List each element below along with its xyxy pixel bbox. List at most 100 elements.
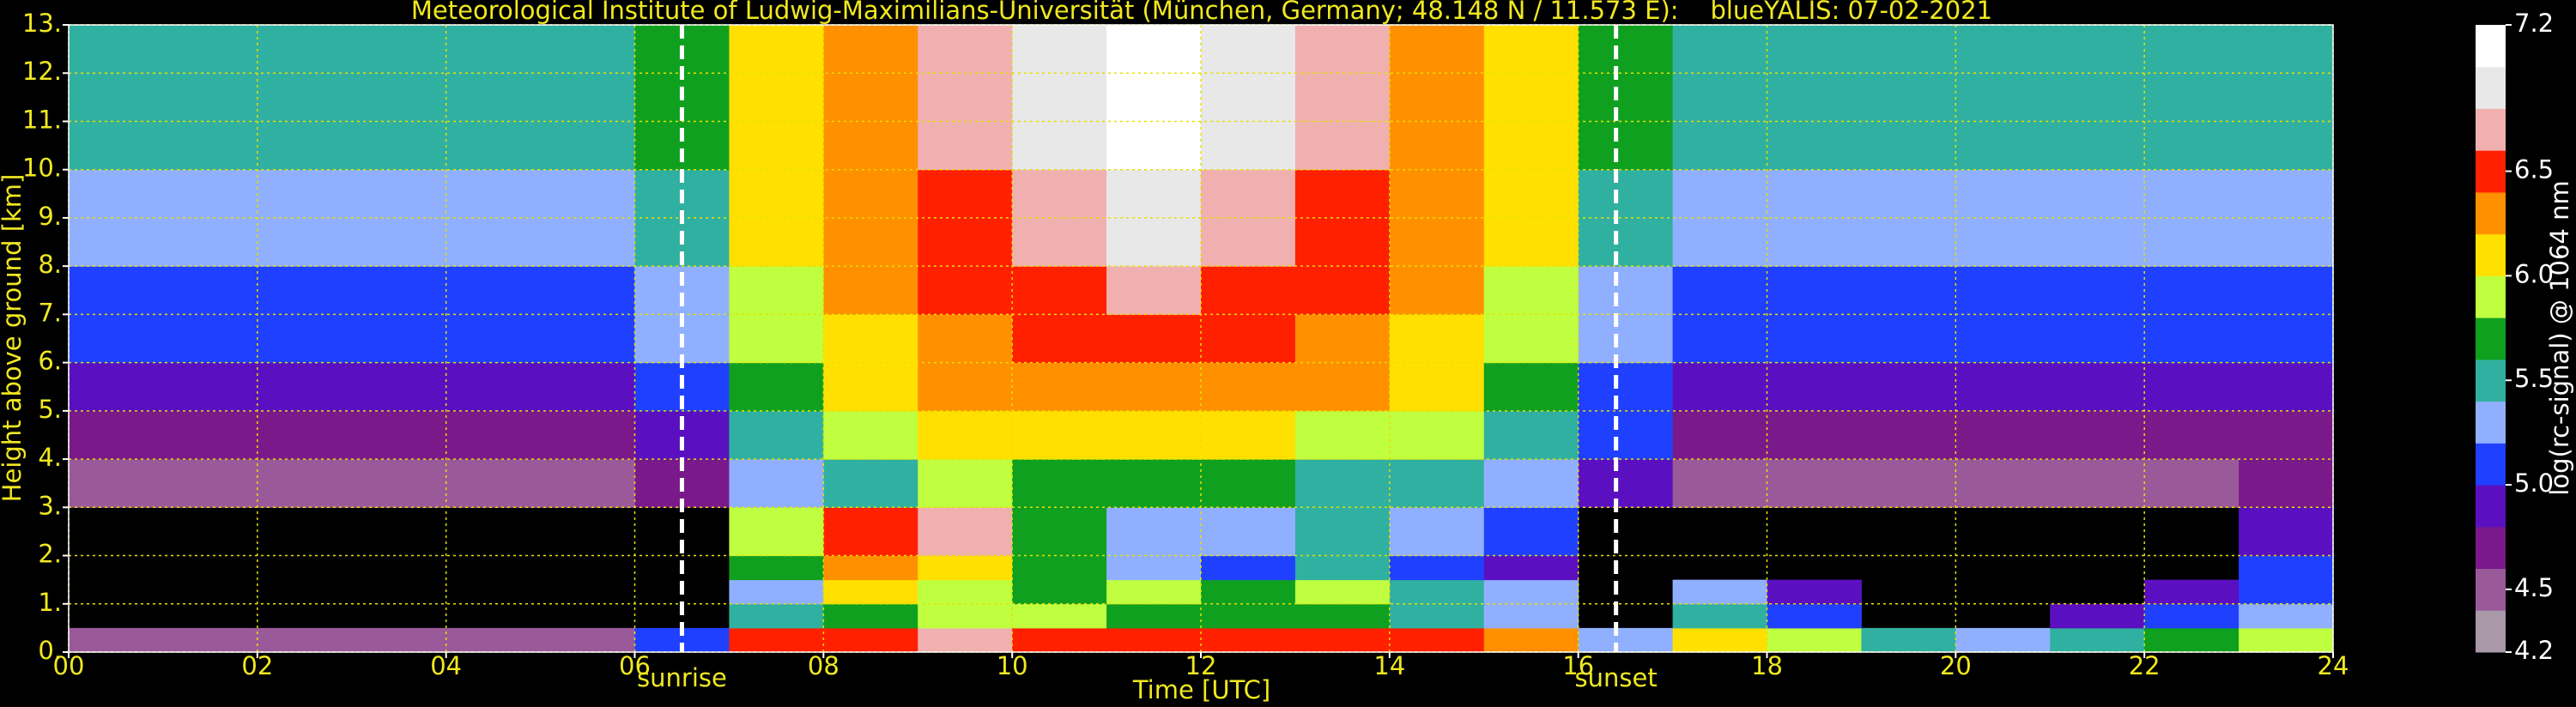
heatmap-cell	[2239, 603, 2334, 629]
y-tick-label: 2.	[38, 540, 62, 569]
heatmap-cell	[1012, 555, 1107, 581]
heatmap-cell	[1483, 555, 1579, 581]
colorbar-band	[2476, 485, 2506, 528]
heatmap-cell	[1106, 266, 1202, 315]
colorbar-band	[2476, 359, 2506, 402]
colorbar-band	[2476, 443, 2506, 486]
x-tick-label: 12	[1185, 651, 1217, 680]
heatmap-cell	[1389, 555, 1485, 581]
heatmap-cell	[1767, 603, 1862, 629]
heatmap-cell	[2239, 627, 2334, 653]
heatmap-cell	[445, 169, 542, 267]
heatmap-cell	[729, 25, 824, 171]
heatmap-cell	[729, 362, 824, 412]
heatmap-cell	[1106, 25, 1202, 171]
colorbar-band	[2476, 526, 2506, 570]
heatmap-cell	[1389, 266, 1485, 315]
heatmap-cell	[729, 555, 824, 581]
heatmap-cell	[1389, 169, 1485, 267]
x-tick-label: 06	[619, 651, 651, 680]
heatmap-cell	[918, 25, 1013, 171]
heatmap-cell	[162, 459, 258, 508]
heatmap-cell	[1012, 579, 1107, 605]
heatmap-cell	[823, 507, 918, 557]
heatmap-cell	[1672, 627, 1767, 653]
heatmap-cell	[69, 459, 164, 508]
heatmap-cell	[1012, 507, 1107, 557]
heatmap-cell	[1012, 627, 1107, 653]
x-tick-label: 04	[430, 651, 462, 680]
heatmap-cell	[1955, 459, 2051, 508]
heatmap-cell	[69, 266, 164, 315]
heatmap-cell	[1012, 362, 1107, 412]
heatmap-cell	[2239, 555, 2334, 581]
heatmap-cell	[445, 314, 542, 364]
heatmap-cell	[1294, 555, 1391, 581]
x-tick-label: 20	[1940, 651, 1972, 680]
heatmap-cell	[1672, 25, 1767, 171]
x-axis-label: Time [UTC]	[1132, 675, 1270, 704]
heatmap-cell	[1767, 459, 1862, 508]
heatmap-cell	[1201, 603, 1296, 629]
y-tick-label: 10.	[22, 154, 62, 183]
heatmap-cell	[1106, 507, 1202, 557]
heatmap-cell	[162, 266, 258, 315]
heatmap-cell	[1578, 25, 1674, 171]
heatmap-cell	[2050, 266, 2145, 315]
colorbar-tick-label: 5.5	[2514, 364, 2554, 393]
heatmap-cell	[823, 555, 918, 581]
heatmap-cell	[1767, 362, 1862, 412]
heatmap-cell	[2239, 25, 2334, 171]
heatmap-cell	[1201, 410, 1296, 460]
heatmap-cell	[729, 314, 824, 364]
heatmap-cell	[351, 169, 447, 267]
heatmap-cell	[1106, 362, 1202, 412]
heatmap-cell	[1483, 266, 1579, 315]
colorbar-tick-label: 4.2	[2514, 636, 2554, 665]
heatmap-cell	[1201, 266, 1296, 315]
heatmap-cell	[257, 266, 353, 315]
heatmap-cell	[1672, 603, 1767, 629]
colorbar-band	[2476, 568, 2506, 611]
colorbar-tick-label: 6.5	[2514, 155, 2554, 184]
heatmap-cell	[351, 459, 447, 508]
heatmap-cell	[1861, 627, 1956, 653]
heatmap-cell	[1861, 266, 1956, 315]
heatmap-cell	[1106, 555, 1202, 581]
heatmap-cell	[1672, 410, 1767, 460]
heatmap-cell	[918, 579, 1013, 605]
heatmap-cell	[1389, 627, 1485, 653]
heatmap-cell	[918, 266, 1013, 315]
heatmap-cell	[1861, 410, 1956, 460]
heatmap-cell	[69, 627, 164, 653]
heatmap-cell	[1012, 410, 1107, 460]
heatmap-cell	[1201, 507, 1296, 557]
heatmap-cell	[1483, 459, 1579, 508]
heatmap-cell	[729, 507, 824, 557]
colorbar-band	[2476, 610, 2506, 653]
heatmap-cell	[2144, 362, 2240, 412]
heatmap-cell	[351, 362, 447, 412]
heatmap-cell	[2144, 627, 2240, 653]
heatmap-cell	[1294, 507, 1391, 557]
heatmap-cell	[1389, 507, 1485, 557]
heatmap-cell	[1294, 627, 1391, 653]
heatmap-cell	[918, 507, 1013, 557]
heatmap-cell	[69, 410, 164, 460]
heatmap-cell	[823, 579, 918, 605]
heatmap-cell	[1483, 507, 1579, 557]
heatmap-cell	[445, 627, 542, 653]
heatmap-cell	[1201, 25, 1296, 171]
heatmap-cell	[729, 459, 824, 508]
heatmap-cell	[823, 410, 918, 460]
heatmap-cell	[1389, 314, 1485, 364]
heatmap-cell	[162, 627, 258, 653]
y-tick-label: 8.	[38, 250, 62, 279]
y-tick-label: 12.	[22, 57, 62, 86]
heatmap-cell	[823, 603, 918, 629]
colorbar-tick-label: 4.5	[2514, 573, 2554, 602]
heatmap-cell	[1294, 25, 1391, 171]
heatmap-cell	[445, 459, 542, 508]
heatmap-cell	[1955, 627, 2051, 653]
heatmap-cell	[445, 25, 542, 171]
